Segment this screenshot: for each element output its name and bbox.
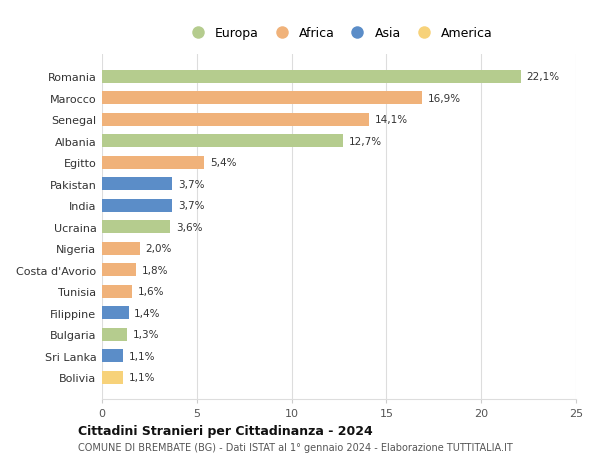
Text: 3,7%: 3,7% xyxy=(178,201,205,211)
Text: 1,4%: 1,4% xyxy=(134,308,161,318)
Text: COMUNE DI BREMBATE (BG) - Dati ISTAT al 1° gennaio 2024 - Elaborazione TUTTITALI: COMUNE DI BREMBATE (BG) - Dati ISTAT al … xyxy=(78,442,513,452)
Text: 3,7%: 3,7% xyxy=(178,179,205,189)
Text: 14,1%: 14,1% xyxy=(375,115,408,125)
Text: 22,1%: 22,1% xyxy=(527,72,560,82)
Text: 12,7%: 12,7% xyxy=(349,136,382,146)
Bar xyxy=(102,263,136,276)
Text: 5,4%: 5,4% xyxy=(210,158,236,168)
Text: Cittadini Stranieri per Cittadinanza - 2024: Cittadini Stranieri per Cittadinanza - 2… xyxy=(78,425,373,437)
Bar xyxy=(102,285,133,298)
Bar xyxy=(102,307,128,319)
Bar xyxy=(102,71,521,84)
Legend: Europa, Africa, Asia, America: Europa, Africa, Asia, America xyxy=(185,27,493,40)
Bar xyxy=(102,242,140,255)
Bar xyxy=(102,113,370,127)
Bar xyxy=(102,178,172,191)
Text: 1,1%: 1,1% xyxy=(128,351,155,361)
Bar xyxy=(102,371,123,384)
Bar xyxy=(102,328,127,341)
Text: 16,9%: 16,9% xyxy=(428,94,461,104)
Text: 1,1%: 1,1% xyxy=(128,372,155,382)
Text: 1,3%: 1,3% xyxy=(133,330,159,339)
Text: 1,6%: 1,6% xyxy=(138,286,164,297)
Bar xyxy=(102,199,172,212)
Bar xyxy=(102,92,422,105)
Bar xyxy=(102,221,170,234)
Bar xyxy=(102,157,205,169)
Text: 1,8%: 1,8% xyxy=(142,265,169,275)
Text: 3,6%: 3,6% xyxy=(176,222,202,232)
Bar xyxy=(102,135,343,148)
Bar xyxy=(102,349,123,362)
Text: 2,0%: 2,0% xyxy=(146,244,172,254)
